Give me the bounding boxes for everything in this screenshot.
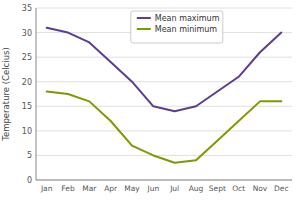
y-tick-label: 20 xyxy=(22,78,32,87)
grid xyxy=(36,8,292,180)
y-tick-label: 10 xyxy=(22,127,32,136)
y-tick-label: 15 xyxy=(22,102,32,111)
legend-label: Mean maximum xyxy=(155,14,220,23)
x-axis-line xyxy=(36,180,292,181)
chart: 0 5 10 15 20 25 30 35 Jan Feb Mar Apr May Jun Jul Aug Se… xyxy=(0,0,300,200)
series-line xyxy=(47,92,282,163)
grid-line xyxy=(36,57,292,58)
y-axis-label: Temperature (Celcius) xyxy=(1,47,11,142)
grid-line xyxy=(36,81,292,82)
x-tick-label: Aug xyxy=(189,184,204,193)
x-tick-label: Nov xyxy=(253,184,268,193)
y-tick-label: 30 xyxy=(22,29,32,38)
legend-swatch xyxy=(137,17,151,19)
y-tick-label: 5 xyxy=(27,151,32,160)
grid-line xyxy=(36,130,292,131)
y-tick-label: 25 xyxy=(22,53,32,62)
x-tick-label: Oct xyxy=(232,184,245,193)
x-tick-label: Sept xyxy=(209,184,226,193)
y-tick-label: 35 xyxy=(22,4,32,13)
x-tick-label: Apr xyxy=(104,184,118,193)
x-tick-label: Dec xyxy=(274,184,289,193)
y-tick-label: 0 xyxy=(27,176,32,185)
lines xyxy=(47,28,282,163)
legend: Mean maximum Mean minimum xyxy=(131,11,223,43)
legend-label: Mean minimum xyxy=(155,25,218,34)
x-tick-label: Jul xyxy=(169,184,179,193)
legend-box xyxy=(131,11,223,43)
grid-line xyxy=(36,180,292,181)
y-axis-line xyxy=(36,8,37,180)
grid-line xyxy=(36,8,292,9)
grid-line xyxy=(36,155,292,156)
x-tick-label: Jun xyxy=(146,184,159,193)
x-tick-label: Jan xyxy=(40,184,53,193)
x-tick-label: Mar xyxy=(82,184,97,193)
x-tick-label: Feb xyxy=(61,184,75,193)
x-tick-label: May xyxy=(124,184,140,193)
legend-swatch xyxy=(137,28,151,30)
